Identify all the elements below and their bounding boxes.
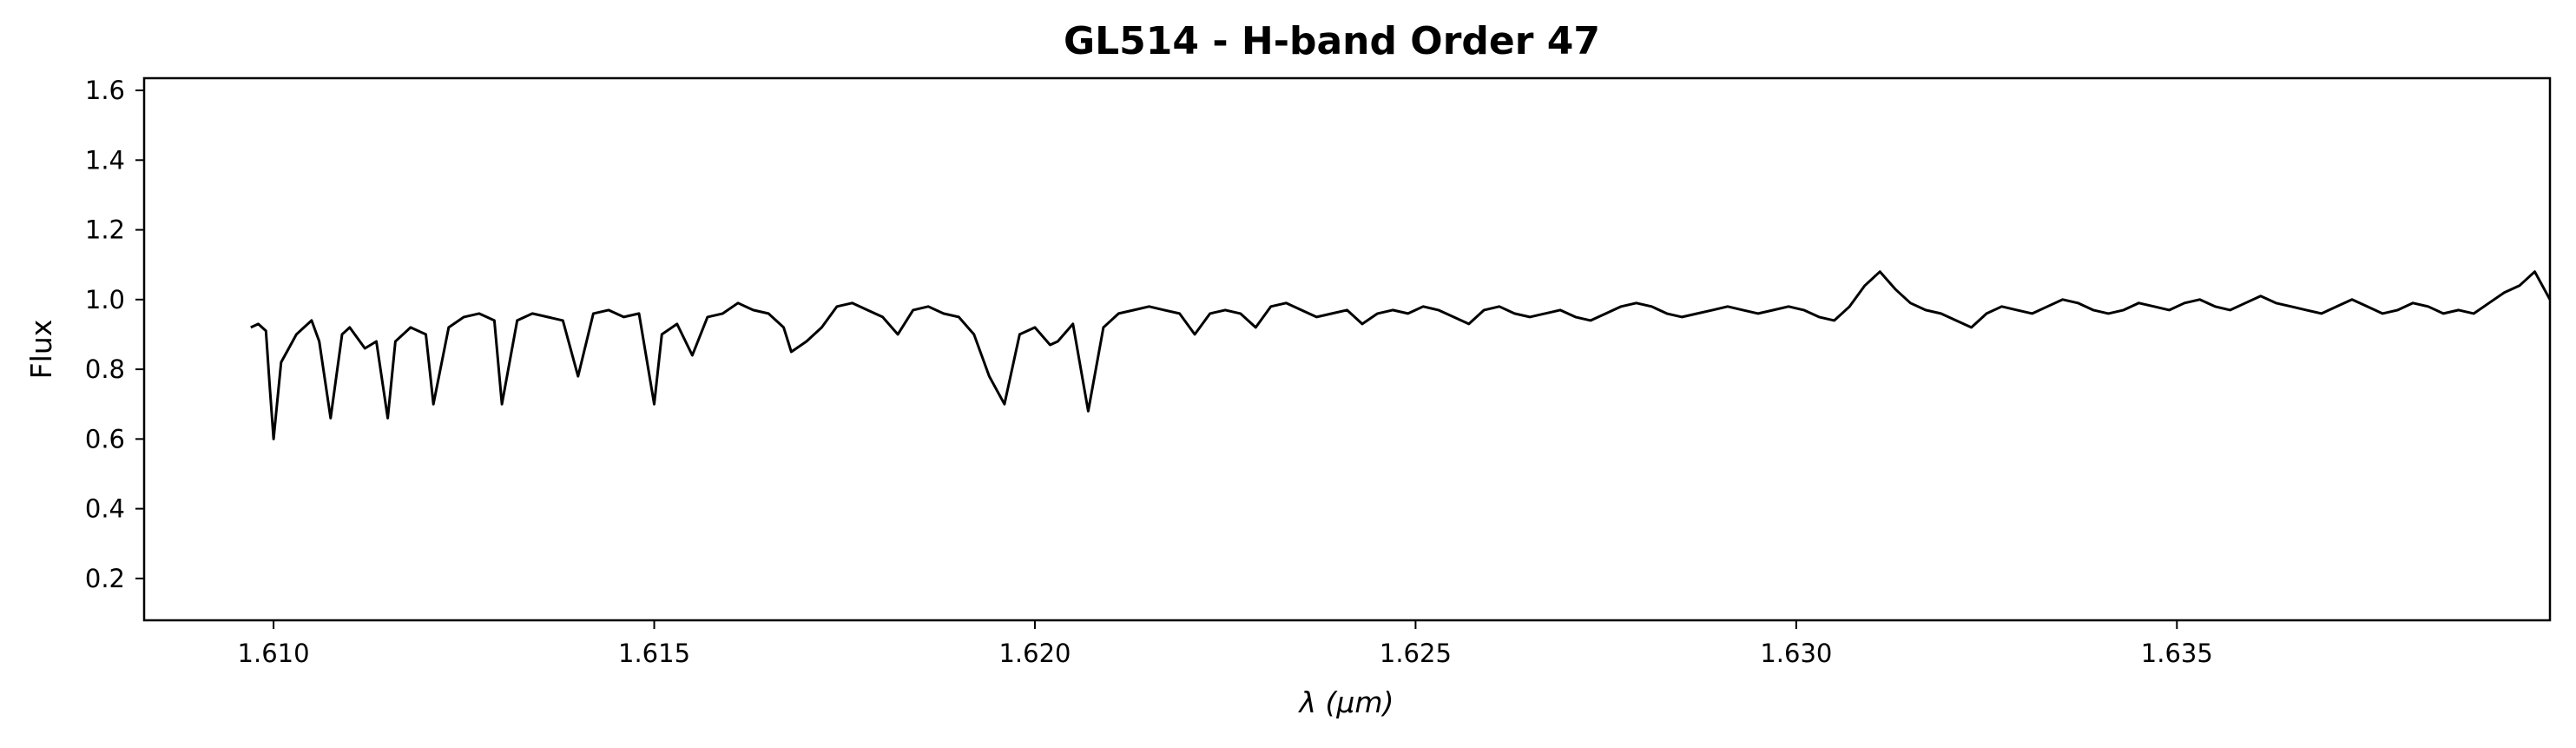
chart-title: GL514 - H-band Order 47 [1064,19,1600,63]
y-tick-label: 1.6 [85,76,125,105]
y-tick-label: 1.2 [85,215,125,245]
y-tick-label: 0.2 [85,564,125,593]
spectrum-series-line [250,270,2552,440]
y-axis-label: Flux [24,320,58,380]
x-axis-label: λ (μm) [1298,685,1394,719]
y-axis-ticks: 0.2 0.4 0.6 0.8 1.0 1.2 1.4 1.6 [85,76,144,593]
plot-area-frame [142,76,2552,622]
x-tick-label: 1.630 [1760,639,1832,668]
x-tick-label: 1.610 [238,639,310,668]
x-tick-label: 1.625 [1380,639,1452,668]
x-tick-label: 1.635 [2141,639,2213,668]
x-tick-label: 1.620 [998,639,1071,668]
x-axis-ticks: 1.610 1.615 1.620 1.625 1.630 1.635 [238,620,2213,668]
y-tick-label: 0.8 [85,354,125,384]
y-tick-label: 1.0 [85,285,125,314]
y-tick-label: 0.6 [85,424,125,453]
y-tick-label: 0.4 [85,494,125,524]
y-tick-label: 1.4 [85,145,125,175]
x-tick-label: 1.615 [618,639,690,668]
